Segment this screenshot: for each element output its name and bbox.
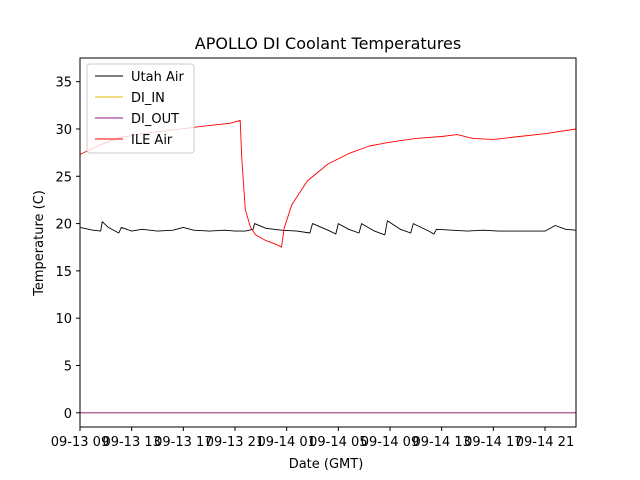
series-layer xyxy=(79,119,577,414)
y-tick-label: 25 xyxy=(55,170,72,185)
x-tick-label: 09-14 13 xyxy=(412,435,470,450)
y-tick-label: 30 xyxy=(55,123,72,138)
y-tick-label: 35 xyxy=(55,76,72,91)
chart-title: APOLLO DI Coolant Temperatures xyxy=(195,34,461,53)
y-tick-label: 20 xyxy=(55,218,72,233)
x-tick-label: 09-14 09 xyxy=(361,435,419,450)
legend-box xyxy=(86,63,195,154)
x-axis-label: Date (GMT) xyxy=(289,457,364,472)
legend-label-di-in: DI_IN xyxy=(131,91,165,106)
y-tick-label: 0 xyxy=(64,407,72,422)
x-tick-label: 09-13 21 xyxy=(206,435,264,450)
y-tick-label: 5 xyxy=(64,360,72,375)
x-tick-label: 09-14 01 xyxy=(257,435,315,450)
x-tick-label: 09-13 17 xyxy=(154,435,212,450)
legend-label-di-out: DI_OUT xyxy=(131,112,179,127)
series-line-ile-air xyxy=(79,119,577,248)
x-tick-label: 09-13 13 xyxy=(102,435,160,450)
y-tick-label: 10 xyxy=(55,312,72,327)
x-tick-label: 09-14 17 xyxy=(464,435,522,450)
legend-label-utah-air: Utah Air xyxy=(131,70,184,85)
y-tick-label: 15 xyxy=(55,265,72,280)
legend-label-ile-air: ILE Air xyxy=(131,133,173,148)
x-tick-label: 09-14 21 xyxy=(516,435,574,450)
axes-frame xyxy=(79,57,577,428)
legend: Utah Air DI_IN DI_OUT ILE Air xyxy=(86,63,195,154)
series-line-utah-air xyxy=(79,220,577,236)
x-tick-label: 09-14 05 xyxy=(309,435,367,450)
x-tick-label: 09-13 09 xyxy=(51,435,109,450)
y-axis-label: Temperature (C) xyxy=(32,190,47,297)
